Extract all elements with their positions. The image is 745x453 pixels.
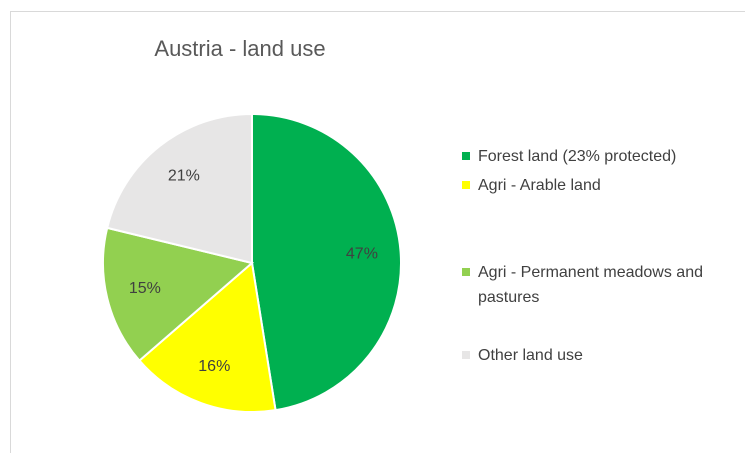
legend-item: Other land use <box>460 343 740 368</box>
pie-slice <box>102 226 255 362</box>
legend-item: Agri - Permanent meadows and pastures <box>460 260 740 310</box>
legend-swatch <box>462 152 470 160</box>
data-label: 47% <box>346 245 378 262</box>
legend-item: Forest land (23% protected) <box>460 144 740 169</box>
legend-swatch <box>462 268 470 276</box>
pie-slice <box>105 112 253 265</box>
legend-label: Other land use <box>478 347 583 364</box>
legend-label: Agri - Arable land <box>478 177 601 194</box>
pie-slice <box>251 112 402 412</box>
legend-swatch <box>462 181 470 189</box>
legend-label: Agri - Permanent meadows and pastures <box>478 264 703 306</box>
data-label: 21% <box>168 168 200 185</box>
legend-label: Forest land (23% protected) <box>478 148 677 165</box>
legend: Forest land (23% protected) Agri - Arable… <box>460 0 745 453</box>
pie-slice <box>137 261 277 413</box>
chart-title: Austria - land use <box>154 36 325 61</box>
data-label: 16% <box>198 358 230 375</box>
legend-swatch <box>462 351 470 359</box>
data-label: 15% <box>129 280 161 297</box>
chart-border <box>10 11 745 453</box>
legend-item: Agri - Arable land <box>460 173 740 198</box>
